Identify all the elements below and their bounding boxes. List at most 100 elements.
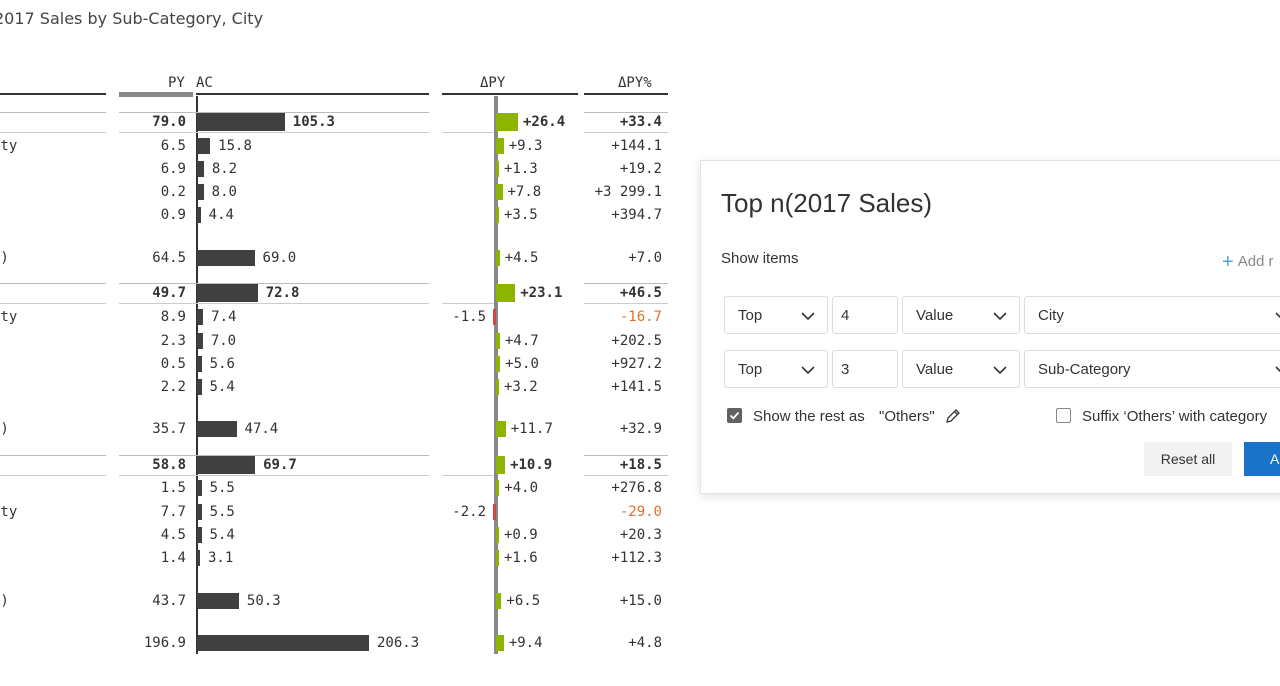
delta-value: +23.1 — [520, 285, 563, 301]
py-value: 49.7 — [152, 285, 186, 301]
header-delta-py: ΔPY — [480, 75, 506, 91]
header-rule-ac — [196, 93, 429, 95]
delta-value: +10.9 — [510, 457, 553, 473]
add-rule-link[interactable]: + Add r — [1222, 249, 1274, 273]
delta-value: +26.4 — [523, 114, 566, 130]
py-value: 2.2 — [160, 379, 186, 395]
row-label: 9) — [0, 593, 9, 609]
chevron-down-icon — [993, 312, 1007, 321]
header-rule-py — [119, 92, 193, 97]
row2-count-input[interactable]: 3 — [832, 350, 898, 388]
delta-bar — [496, 379, 499, 395]
delta-pct-value: +3 299.1 — [594, 184, 662, 200]
ac-bar — [197, 550, 200, 566]
ac-value: 105.3 — [292, 114, 335, 130]
delta-pct-value: -16.7 — [619, 309, 662, 325]
row2-mode-select[interactable]: Top — [724, 350, 828, 388]
ac-bar — [197, 379, 202, 395]
py-value: 7.7 — [160, 504, 186, 520]
row1-mode-select[interactable]: Top — [724, 296, 828, 334]
delta-pct-value: +33.4 — [619, 114, 662, 130]
top-n-dialog: Top n(2017 Sales) Show items + Add r Top … — [700, 160, 1280, 494]
ac-bar — [197, 635, 369, 651]
ac-value: 50.3 — [246, 593, 281, 609]
delta-value: +11.7 — [510, 421, 553, 437]
py-value: 0.5 — [160, 356, 186, 372]
delta-pct-value: +141.5 — [611, 379, 662, 395]
delta-bar — [496, 421, 506, 437]
ac-bar — [197, 161, 204, 177]
ac-value: 5.5 — [209, 480, 235, 496]
delta-pct-value: +112.3 — [611, 550, 662, 566]
group-rule — [0, 283, 106, 284]
delta-value: +3.5 — [504, 207, 538, 223]
checkmark-icon — [729, 411, 740, 420]
delta-value: +4.0 — [504, 480, 539, 496]
row1-by-select[interactable]: Value — [902, 296, 1020, 334]
py-value: 4.5 — [160, 527, 186, 543]
group-rule — [119, 112, 429, 113]
chevron-down-icon — [801, 312, 815, 321]
ac-bar — [197, 333, 203, 349]
chevron-down-icon — [1275, 312, 1280, 319]
group-rule — [0, 303, 106, 304]
delta-bar — [493, 504, 496, 520]
delta-pct-value: +4.8 — [628, 635, 662, 651]
py-value: 2.3 — [160, 333, 186, 349]
group-rule — [442, 303, 494, 304]
pencil-icon[interactable] — [944, 407, 962, 425]
py-value: 1.4 — [160, 550, 186, 566]
delta-pct-value: +7.0 — [628, 250, 662, 266]
py-value: 35.7 — [152, 421, 186, 437]
delta-value: +0.9 — [504, 527, 538, 543]
py-value: 0.2 — [160, 184, 186, 200]
group-rule — [119, 132, 429, 133]
group-rule — [442, 475, 494, 476]
delta-bar — [496, 550, 499, 566]
py-value: 64.5 — [152, 250, 186, 266]
suffix-others-checkbox[interactable] — [1056, 408, 1071, 423]
delta-bar — [496, 207, 499, 223]
delta-bar — [493, 309, 496, 325]
py-value: 6.9 — [160, 161, 186, 177]
ac-bar — [197, 138, 211, 154]
ac-value: 5.4 — [209, 527, 235, 543]
row2-mode-value: Top — [738, 361, 763, 378]
group-rule — [0, 455, 106, 456]
group-rule — [584, 283, 668, 284]
show-rest-checkbox[interactable] — [727, 408, 742, 423]
row-label: 3) — [0, 421, 9, 437]
group-rule — [119, 283, 429, 284]
delta-value: +5.0 — [505, 356, 539, 372]
delta-bar — [496, 250, 500, 266]
py-value: 58.8 — [152, 457, 186, 473]
ac-bar — [197, 356, 202, 372]
row1-field-select[interactable]: City — [1024, 296, 1280, 334]
row-label: ity — [0, 504, 18, 520]
delta-value: +4.7 — [504, 333, 539, 349]
reset-all-button[interactable]: Reset all — [1144, 442, 1232, 476]
row1-count-input[interactable]: 4 — [832, 296, 898, 334]
delta-value: -2.2 — [452, 504, 486, 520]
py-value: 6.5 — [160, 138, 186, 154]
ac-bar — [197, 527, 202, 543]
ac-bar — [197, 504, 202, 520]
apply-button[interactable]: A — [1244, 442, 1280, 476]
add-rule-label: Add r — [1237, 253, 1274, 270]
others-name-value[interactable]: "Others" — [879, 408, 935, 425]
delta-bar — [496, 527, 499, 543]
group-rule — [0, 112, 106, 113]
delta-bar — [496, 593, 502, 609]
delta-pct-value: +144.1 — [611, 138, 662, 154]
delta-pct-value: +18.5 — [619, 457, 662, 473]
py-value: 8.9 — [160, 309, 186, 325]
chevron-down-icon — [801, 366, 815, 375]
delta-pct-value: +927.2 — [611, 356, 662, 372]
ac-bar — [197, 113, 285, 131]
row2-field-select[interactable]: Sub-Category — [1024, 350, 1280, 388]
ac-bar — [197, 309, 204, 325]
row2-by-select[interactable]: Value — [902, 350, 1020, 388]
delta-bar — [496, 113, 518, 131]
delta-value: +9.3 — [508, 138, 543, 154]
ac-value: 5.4 — [209, 379, 235, 395]
